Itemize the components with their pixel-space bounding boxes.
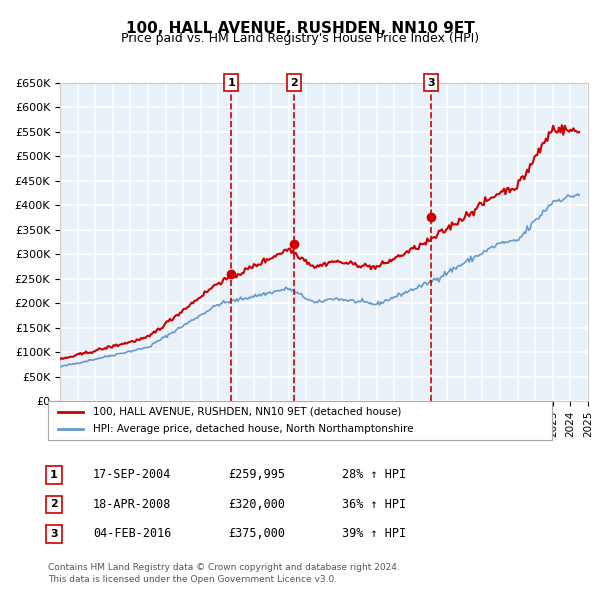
- Text: Contains HM Land Registry data © Crown copyright and database right 2024.: Contains HM Land Registry data © Crown c…: [48, 563, 400, 572]
- Text: 04-FEB-2016: 04-FEB-2016: [93, 527, 172, 540]
- Text: £320,000: £320,000: [228, 498, 285, 511]
- Text: Price paid vs. HM Land Registry's House Price Index (HPI): Price paid vs. HM Land Registry's House …: [121, 32, 479, 45]
- Text: 18-APR-2008: 18-APR-2008: [93, 498, 172, 511]
- Text: 28% ↑ HPI: 28% ↑ HPI: [342, 468, 406, 481]
- Text: 100, HALL AVENUE, RUSHDEN, NN10 9ET: 100, HALL AVENUE, RUSHDEN, NN10 9ET: [125, 21, 475, 35]
- Text: 36% ↑ HPI: 36% ↑ HPI: [342, 498, 406, 511]
- Text: 2: 2: [290, 78, 298, 87]
- Text: 17-SEP-2004: 17-SEP-2004: [93, 468, 172, 481]
- Text: 100, HALL AVENUE, RUSHDEN, NN10 9ET (detached house): 100, HALL AVENUE, RUSHDEN, NN10 9ET (det…: [94, 407, 402, 417]
- Text: HPI: Average price, detached house, North Northamptonshire: HPI: Average price, detached house, Nort…: [94, 424, 414, 434]
- Text: 39% ↑ HPI: 39% ↑ HPI: [342, 527, 406, 540]
- Text: £375,000: £375,000: [228, 527, 285, 540]
- Text: 3: 3: [50, 529, 58, 539]
- Text: 2: 2: [50, 500, 58, 509]
- Text: 1: 1: [50, 470, 58, 480]
- Text: This data is licensed under the Open Government Licence v3.0.: This data is licensed under the Open Gov…: [48, 575, 337, 584]
- Text: 1: 1: [227, 78, 235, 87]
- Text: 3: 3: [427, 78, 435, 87]
- Text: £259,995: £259,995: [228, 468, 285, 481]
